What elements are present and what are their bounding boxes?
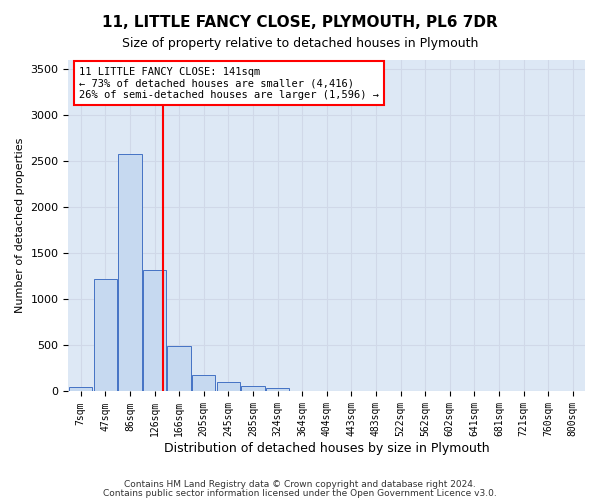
Bar: [167, 346, 191, 392]
Bar: [94, 279, 117, 392]
Bar: [143, 270, 166, 392]
Text: 11, LITTLE FANCY CLOSE, PLYMOUTH, PL6 7DR: 11, LITTLE FANCY CLOSE, PLYMOUTH, PL6 7D…: [102, 15, 498, 30]
Bar: [217, 382, 240, 392]
Bar: [192, 376, 215, 392]
Bar: [118, 154, 142, 392]
Text: Contains HM Land Registry data © Crown copyright and database right 2024.: Contains HM Land Registry data © Crown c…: [124, 480, 476, 489]
X-axis label: Distribution of detached houses by size in Plymouth: Distribution of detached houses by size …: [164, 442, 490, 455]
Text: Contains public sector information licensed under the Open Government Licence v3: Contains public sector information licen…: [103, 488, 497, 498]
Bar: [241, 386, 265, 392]
Bar: [69, 387, 92, 392]
Text: 11 LITTLE FANCY CLOSE: 141sqm
← 73% of detached houses are smaller (4,416)
26% o: 11 LITTLE FANCY CLOSE: 141sqm ← 73% of d…: [79, 66, 379, 100]
Bar: [266, 388, 289, 392]
Text: Size of property relative to detached houses in Plymouth: Size of property relative to detached ho…: [122, 38, 478, 51]
Y-axis label: Number of detached properties: Number of detached properties: [15, 138, 25, 314]
